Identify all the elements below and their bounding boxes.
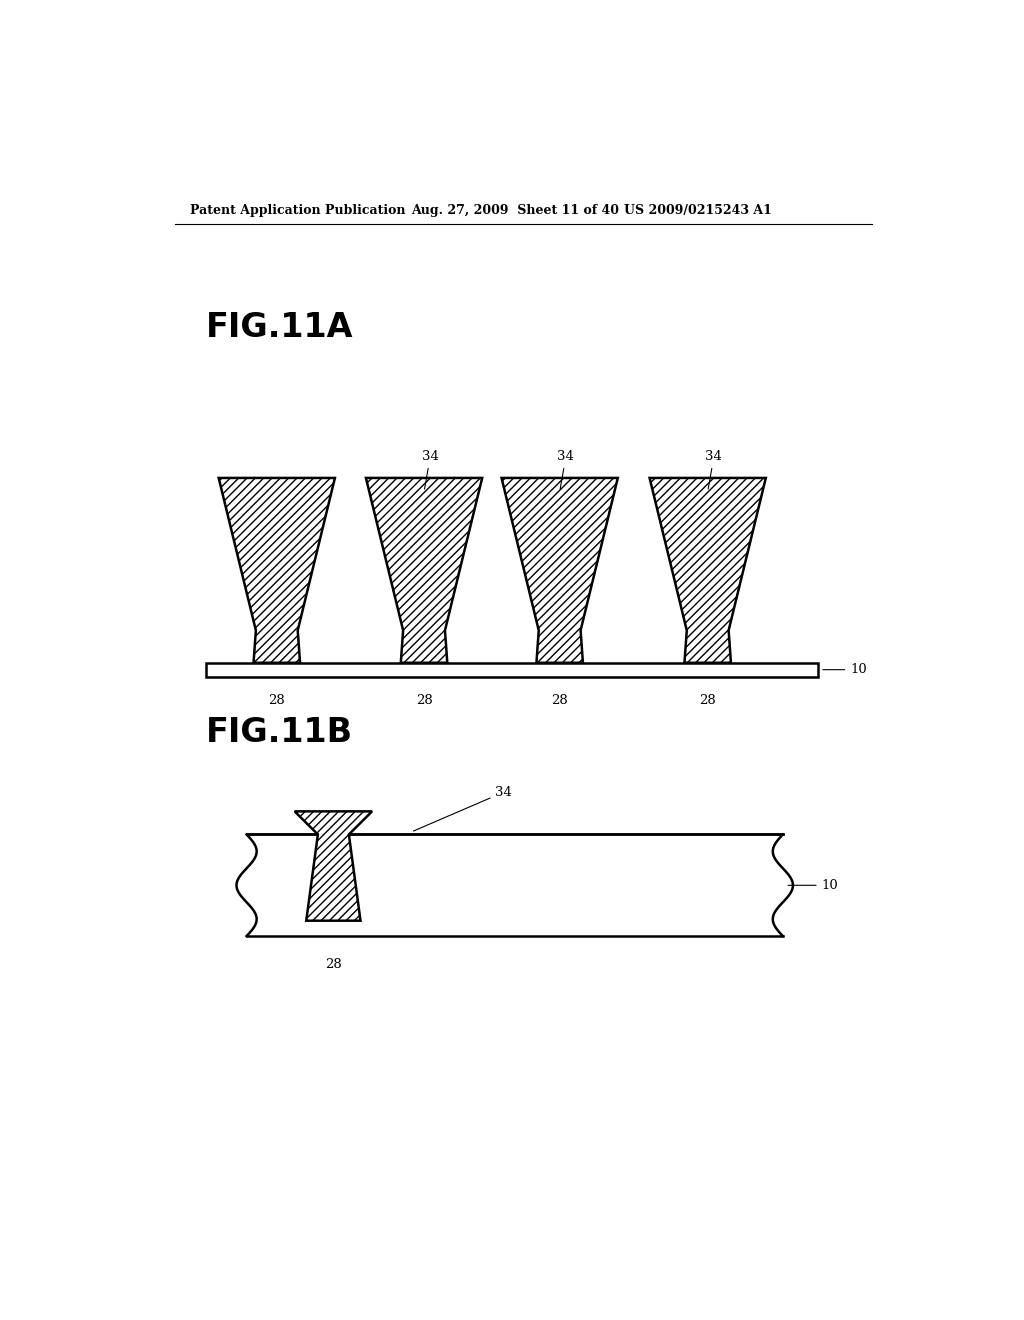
Polygon shape	[219, 478, 335, 663]
Text: 28: 28	[268, 693, 285, 706]
Text: 34: 34	[422, 450, 438, 490]
Text: 10: 10	[788, 879, 839, 892]
Polygon shape	[502, 478, 617, 663]
Text: Patent Application Publication: Patent Application Publication	[190, 205, 406, 218]
Text: FIG.11A: FIG.11A	[206, 312, 353, 345]
Text: US 2009/0215243 A1: US 2009/0215243 A1	[624, 205, 772, 218]
Text: 34: 34	[557, 450, 574, 490]
Text: Aug. 27, 2009  Sheet 11 of 40: Aug. 27, 2009 Sheet 11 of 40	[411, 205, 618, 218]
Bar	[206, 663, 818, 677]
Text: 34: 34	[706, 450, 722, 490]
Text: 28: 28	[325, 958, 342, 970]
Bar	[247, 834, 783, 936]
Polygon shape	[366, 478, 482, 663]
Text: 10: 10	[823, 663, 867, 676]
Text: 28: 28	[699, 693, 716, 706]
Text: 28: 28	[416, 693, 432, 706]
Text: FIG.11B: FIG.11B	[206, 715, 352, 748]
Text: 28: 28	[551, 693, 568, 706]
Text: 34: 34	[414, 785, 512, 832]
Polygon shape	[295, 812, 372, 921]
Polygon shape	[649, 478, 766, 663]
